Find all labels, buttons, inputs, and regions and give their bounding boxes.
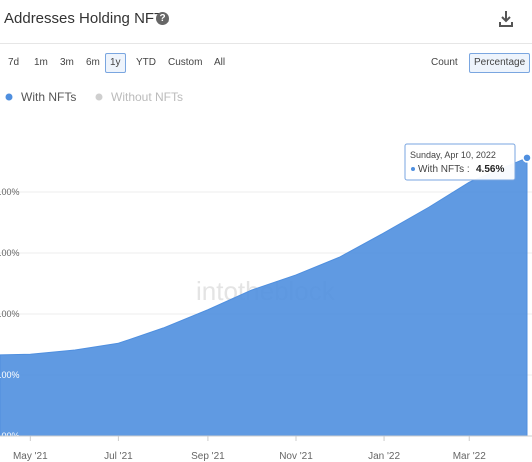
tooltip-label: With NFTs : <box>418 164 470 175</box>
range-button[interactable]: 1y <box>105 53 126 73</box>
x-tick-label: Jan '22 <box>368 451 400 462</box>
title: Addresses Holding NFTs <box>4 10 170 27</box>
range-button[interactable]: Custom <box>168 57 203 68</box>
tooltip-box <box>404 143 516 181</box>
tooltip-marker <box>411 167 415 171</box>
legend-label: With NFTs <box>21 90 76 104</box>
legend-label: Without NFTs <box>111 90 183 104</box>
x-tick-label: Nov '21 <box>279 451 313 462</box>
divider <box>0 43 532 44</box>
range-button[interactable]: All <box>214 57 226 68</box>
legend-marker <box>5 93 13 101</box>
mode-button[interactable]: Count <box>431 57 458 68</box>
mode-button[interactable]: Percentage <box>469 53 531 73</box>
x-tick-label: Mar '22 <box>453 451 486 462</box>
range-button[interactable]: 7d <box>8 57 20 68</box>
tooltip: Sunday, Apr 10, 2022 With NFTs : 4.56% <box>404 143 516 181</box>
x-tick-label: Sep '21 <box>191 451 225 462</box>
range-button[interactable]: 3m <box>60 57 74 68</box>
range-button[interactable]: 6m <box>86 57 100 68</box>
tooltip-value: 4.56% <box>476 164 504 175</box>
y-tick-label: 1.00% <box>0 370 20 380</box>
area <box>0 157 528 437</box>
legend-marker <box>95 93 103 101</box>
x-tick-label: May '21 <box>13 451 48 462</box>
hover-point <box>522 153 532 163</box>
tooltip-title: Sunday, Apr 10, 2022 <box>410 150 496 160</box>
range-button[interactable]: 1m <box>34 57 48 68</box>
y-tick-label: 2.00% <box>0 309 20 319</box>
x-tick-label: Jul '21 <box>104 451 133 462</box>
range-button[interactable]: YTD <box>136 57 156 68</box>
y-tick-label: 3.00% <box>0 248 20 258</box>
download-icon[interactable] <box>498 10 514 28</box>
y-tick-label: 4.00% <box>0 187 20 197</box>
help-icon[interactable]: ? <box>156 12 169 25</box>
